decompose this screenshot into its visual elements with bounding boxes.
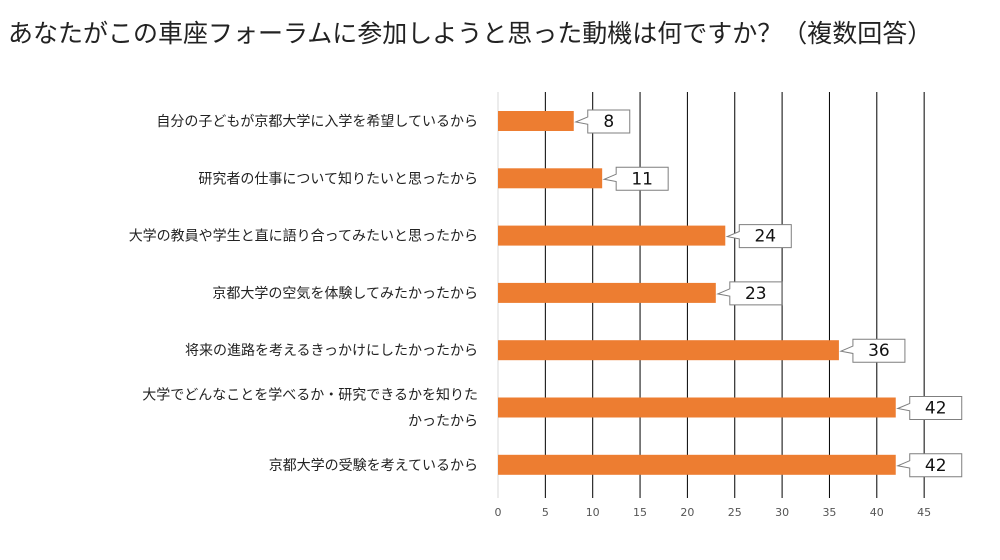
bar-4 bbox=[498, 340, 839, 361]
data-label-text-4: 36 bbox=[868, 341, 890, 361]
data-label-text-1: 11 bbox=[631, 169, 653, 189]
category-label-5-1: かったから bbox=[408, 414, 478, 430]
category-label-5-0: 大学でどんなことを学べるか・研究できるかを知りた bbox=[142, 387, 478, 404]
category-label-0: 自分の子どもが京都大学に入学を希望しているから bbox=[156, 114, 478, 130]
x-tick-label-5: 25 bbox=[728, 506, 742, 519]
data-label-box-2 bbox=[725, 224, 792, 249]
data-label-3: 23 bbox=[716, 281, 783, 306]
data-label-box-5 bbox=[896, 396, 963, 420]
category-label-3: 京都大学の空気を体験してみたかったから bbox=[212, 286, 478, 302]
data-label-5: 42 bbox=[896, 396, 963, 420]
x-tick-label-7: 35 bbox=[822, 506, 836, 519]
x-tick-label-4: 20 bbox=[680, 506, 694, 519]
data-label-box-1 bbox=[602, 166, 669, 191]
bar-5 bbox=[498, 397, 896, 418]
data-label-6: 42 bbox=[896, 453, 963, 478]
data-label-box-6 bbox=[896, 453, 963, 478]
category-label-1: 研究者の仕事について知りたいと思ったから bbox=[198, 170, 478, 187]
bar-3 bbox=[498, 282, 716, 303]
x-tick-label-1: 5 bbox=[542, 506, 549, 519]
x-tick-label-6: 30 bbox=[775, 506, 789, 519]
category-label-2: 大学の教員や学生と直に語り合ってみたいと思ったから bbox=[129, 228, 478, 245]
data-label-text-0: 8 bbox=[603, 112, 614, 132]
x-tick-label-0: 0 bbox=[495, 506, 502, 519]
data-label-text-5: 42 bbox=[925, 399, 947, 419]
data-label-box-3 bbox=[716, 281, 783, 306]
data-label-box-0 bbox=[574, 109, 631, 134]
data-label-0: 8 bbox=[574, 109, 631, 134]
bar-1 bbox=[498, 168, 603, 189]
x-tick-label-9: 45 bbox=[917, 506, 931, 519]
category-label-6: 京都大学の受験を考えているから bbox=[269, 458, 478, 474]
x-tick-label-3: 15 bbox=[633, 506, 647, 519]
bar-6 bbox=[498, 454, 896, 475]
bar-2 bbox=[498, 225, 726, 246]
data-label-1: 11 bbox=[602, 166, 669, 191]
x-tick-label-2: 10 bbox=[586, 506, 600, 519]
data-label-2: 24 bbox=[725, 224, 792, 249]
data-label-text-6: 42 bbox=[925, 456, 947, 476]
data-label-text-3: 23 bbox=[745, 284, 767, 304]
chart-title: あなたがこの車座フォーラムに参加しようと思った動機は何ですか？（複数回答） bbox=[8, 19, 933, 48]
x-tick-label-8: 40 bbox=[870, 506, 884, 519]
bar-0 bbox=[498, 111, 574, 131]
data-label-4: 36 bbox=[839, 338, 906, 363]
category-label-4: 将来の進路を考えるきっかけにしたかったから bbox=[185, 343, 478, 359]
data-label-box-4 bbox=[839, 338, 906, 363]
data-label-text-2: 24 bbox=[754, 227, 776, 247]
